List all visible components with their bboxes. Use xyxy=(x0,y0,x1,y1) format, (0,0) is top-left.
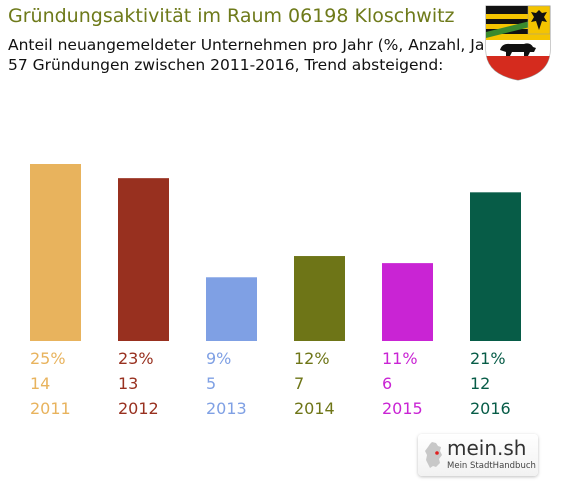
bar-2016 xyxy=(470,192,521,341)
bar-2011 xyxy=(30,164,81,341)
brand-tagline: Mein StadtHandbuch xyxy=(447,461,536,471)
percent-label-2015: 11% xyxy=(382,349,418,368)
chart-subtitle: Anteil neuangemeldeter Unternehmen pro J… xyxy=(8,35,507,75)
year-label-2013: 2013 xyxy=(206,399,247,418)
percent-label-2016: 21% xyxy=(470,349,506,368)
count-label-2011: 14 xyxy=(30,374,50,393)
year-label-2012: 2012 xyxy=(118,399,159,418)
count-label-2014: 7 xyxy=(294,374,304,393)
coat-of-arms-icon xyxy=(485,5,551,81)
count-label-2013: 5 xyxy=(206,374,216,393)
count-label-2012: 13 xyxy=(118,374,138,393)
year-label-2011: 2011 xyxy=(30,399,71,418)
bar-2013 xyxy=(206,277,257,341)
year-label-2014: 2014 xyxy=(294,399,335,418)
percent-label-2011: 25% xyxy=(30,349,66,368)
bar-2015 xyxy=(382,263,433,341)
germany-map-icon xyxy=(425,442,442,468)
bar-chart: 25% 14 2011 23% 13 2012 9% 5 2013 12% 7 2014 11% 6 201… xyxy=(30,164,521,418)
brand-logo[interactable]: mein.sh Mein StadtHandbuch xyxy=(418,434,538,476)
subtitle-line-1: Anteil neuangemeldeter Unternehmen pro J… xyxy=(8,36,507,54)
percent-label-2014: 12% xyxy=(294,349,330,368)
chart-title: Gründungsaktivität im Raum 06198 Kloschw… xyxy=(8,5,455,27)
bar-2012 xyxy=(118,178,169,341)
count-label-2015: 6 xyxy=(382,374,392,393)
percent-label-2013: 9% xyxy=(206,349,231,368)
brand-name: mein.sh xyxy=(447,436,527,460)
percent-label-2012: 23% xyxy=(118,349,154,368)
count-label-2016: 12 xyxy=(470,374,490,393)
year-label-2016: 2016 xyxy=(470,399,511,418)
bar-2014 xyxy=(294,256,345,341)
subtitle-line-2: 57 Gründungen zwischen 2011-2016, Trend … xyxy=(8,56,444,74)
year-label-2015: 2015 xyxy=(382,399,423,418)
